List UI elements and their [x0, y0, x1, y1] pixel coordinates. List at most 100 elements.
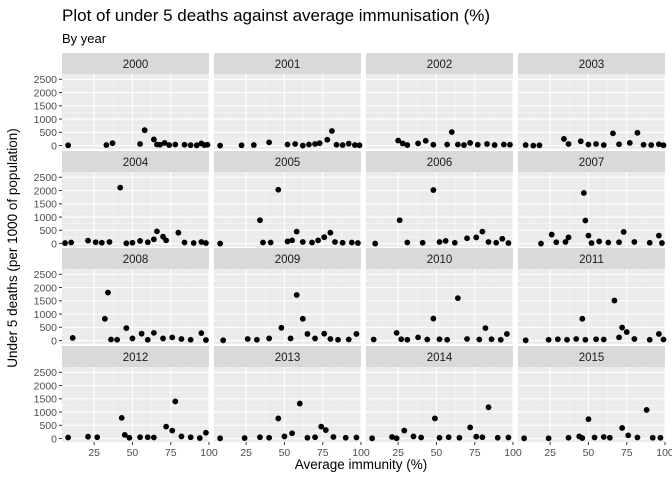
data-point [121, 431, 128, 438]
facet-strip-label: 2010 [427, 254, 453, 266]
data-point [114, 336, 121, 343]
facet-strip-label: 2008 [123, 254, 149, 266]
data-point [281, 433, 288, 440]
facet-strip [518, 151, 665, 172]
y-tick-label: 2000 [34, 87, 58, 99]
data-point [196, 435, 203, 441]
data-point [395, 137, 402, 144]
data-point [257, 434, 263, 441]
data-point [203, 429, 209, 436]
data-point [324, 136, 331, 143]
facet-strip-label: 2011 [579, 254, 604, 266]
y-tick-label: 2500 [34, 74, 58, 86]
y-tick-label: 1500 [34, 296, 58, 308]
data-point [141, 127, 148, 134]
data-point [505, 434, 512, 441]
data-point [306, 141, 312, 148]
data-point [473, 234, 480, 241]
data-point [284, 238, 291, 245]
facet-panel-2009: 2009 [214, 248, 362, 344]
data-point [238, 142, 245, 149]
data-point [507, 141, 513, 148]
data-point [564, 336, 570, 343]
data-point [345, 140, 352, 147]
data-point [129, 239, 136, 246]
facet-strip [518, 53, 665, 74]
data-point [327, 229, 334, 236]
data-point [396, 217, 403, 224]
data-point [150, 329, 157, 336]
x-tick-label: 100 [656, 447, 672, 459]
data-point [175, 229, 182, 236]
panel-background [518, 74, 665, 149]
facet-strip [366, 346, 513, 367]
data-point [62, 240, 68, 246]
data-point [643, 407, 650, 413]
panel-background [518, 172, 665, 247]
data-point [494, 434, 501, 441]
data-point [577, 138, 584, 145]
data-point [244, 336, 251, 342]
data-point [163, 237, 170, 244]
data-point [415, 334, 421, 341]
data-point [355, 240, 361, 246]
data-point [203, 240, 209, 246]
data-point [293, 292, 300, 298]
y-tick-label: 2000 [34, 380, 58, 392]
data-point [503, 331, 510, 337]
data-point [580, 190, 587, 196]
data-point [289, 430, 295, 437]
data-point [123, 240, 130, 247]
facet-strip-label: 2007 [579, 157, 605, 169]
panel-background [214, 172, 361, 247]
data-point [137, 141, 143, 147]
facet-strip-label: 2014 [427, 352, 453, 364]
facet-strip-label: 2015 [579, 352, 605, 364]
facet-strip [62, 346, 209, 367]
data-point [473, 433, 480, 440]
data-point [137, 434, 143, 441]
data-point [505, 240, 512, 246]
data-point [484, 141, 490, 147]
data-point [522, 142, 529, 148]
panel-background [214, 269, 361, 344]
data-point [193, 142, 200, 149]
data-point [267, 239, 274, 246]
data-point [445, 434, 452, 441]
y-tick-label: 2500 [34, 367, 58, 379]
data-point [304, 331, 311, 337]
data-point [287, 335, 294, 342]
facet-strip [366, 248, 513, 269]
data-point [204, 141, 211, 148]
data-point [393, 329, 400, 336]
data-point [585, 232, 592, 239]
data-point [190, 240, 197, 246]
y-tick-label: 0 [51, 433, 57, 445]
data-point [611, 297, 618, 304]
data-point [485, 404, 492, 411]
data-point [398, 336, 405, 343]
data-point [304, 434, 311, 441]
data-point [593, 336, 599, 343]
data-point [424, 336, 431, 343]
data-point [315, 237, 322, 244]
y-tick-label: 2500 [34, 269, 58, 281]
y-tick-label: 500 [39, 420, 57, 432]
data-point [327, 336, 334, 342]
data-point [65, 434, 72, 441]
data-point [660, 142, 667, 149]
data-point [588, 240, 595, 246]
facet-panel-2007: 2007 [518, 151, 666, 247]
data-point [345, 336, 352, 343]
y-tick-label: 2500 [34, 172, 58, 184]
x-tick-label: 75 [317, 447, 329, 459]
y-tick-label: 1500 [34, 101, 58, 113]
x-tick-label: 25 [240, 447, 252, 459]
data-point [616, 334, 622, 341]
data-point [623, 329, 630, 335]
data-point [464, 336, 470, 342]
y-tick-label: 500 [39, 127, 57, 139]
